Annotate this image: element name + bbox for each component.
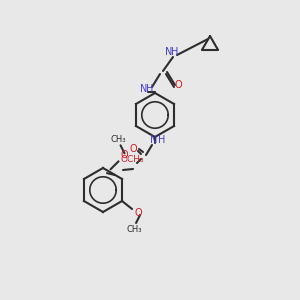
Text: CH₃: CH₃	[126, 224, 142, 233]
Text: N: N	[140, 84, 148, 94]
Text: OCH₃: OCH₃	[121, 155, 144, 164]
Text: O: O	[174, 80, 182, 90]
Text: H: H	[146, 84, 154, 94]
Text: H: H	[158, 135, 166, 145]
Text: N: N	[150, 135, 158, 145]
Text: N: N	[165, 47, 173, 57]
Text: H: H	[171, 47, 179, 57]
Text: CH₃: CH₃	[111, 135, 126, 144]
Text: O: O	[121, 150, 128, 160]
Text: O: O	[129, 144, 137, 154]
Text: O: O	[134, 208, 142, 218]
